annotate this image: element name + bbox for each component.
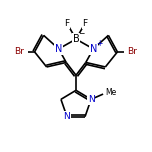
Text: N: N	[64, 112, 70, 121]
Text: Me: Me	[105, 88, 117, 97]
Text: N: N	[88, 95, 94, 104]
Text: N: N	[90, 44, 97, 54]
Text: N: N	[55, 44, 62, 54]
Text: F: F	[64, 19, 69, 28]
Text: +: +	[96, 39, 102, 48]
Text: B: B	[73, 34, 79, 44]
Text: −: −	[79, 29, 85, 38]
Text: Br: Br	[15, 47, 24, 56]
Text: F: F	[83, 19, 88, 28]
Text: Br: Br	[128, 47, 137, 56]
